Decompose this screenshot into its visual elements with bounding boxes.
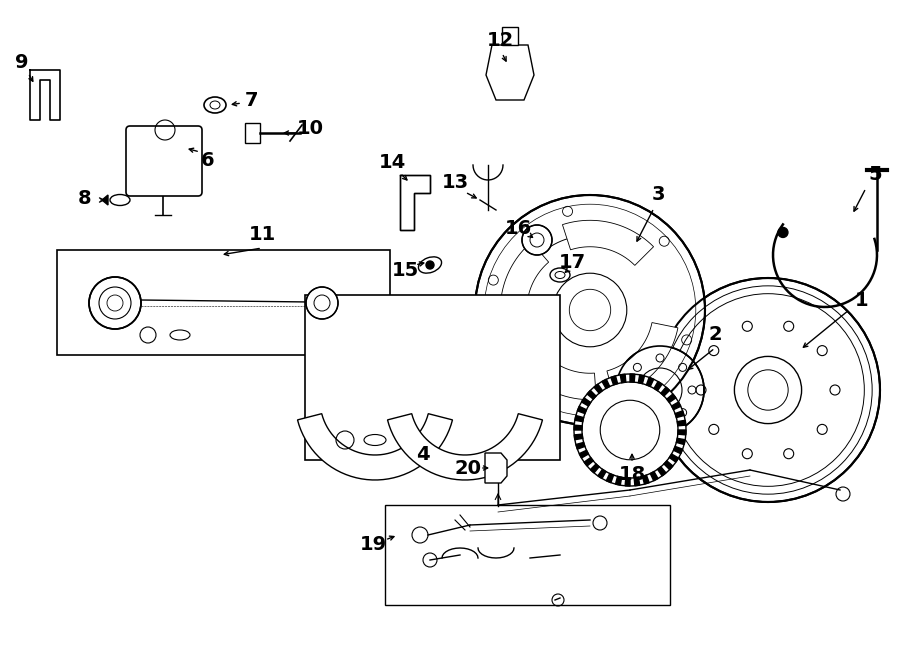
Text: 15: 15 xyxy=(392,260,418,280)
Polygon shape xyxy=(664,461,673,469)
Polygon shape xyxy=(675,411,684,418)
Polygon shape xyxy=(611,376,617,385)
Polygon shape xyxy=(594,384,602,393)
Ellipse shape xyxy=(204,97,226,113)
Ellipse shape xyxy=(210,101,220,109)
Text: 17: 17 xyxy=(558,254,586,272)
Polygon shape xyxy=(678,420,686,426)
Text: 6: 6 xyxy=(202,151,215,169)
Circle shape xyxy=(656,278,880,502)
Polygon shape xyxy=(598,469,606,479)
Polygon shape xyxy=(584,457,593,466)
Polygon shape xyxy=(671,402,680,410)
Text: 10: 10 xyxy=(296,118,323,137)
Polygon shape xyxy=(638,375,644,383)
Bar xyxy=(305,295,560,460)
Polygon shape xyxy=(400,175,430,230)
Polygon shape xyxy=(587,391,596,399)
Polygon shape xyxy=(677,438,685,444)
Polygon shape xyxy=(574,425,582,430)
Polygon shape xyxy=(661,387,670,396)
Polygon shape xyxy=(646,377,653,387)
Circle shape xyxy=(522,225,552,255)
Text: 1: 1 xyxy=(855,290,868,309)
Polygon shape xyxy=(590,464,599,473)
Ellipse shape xyxy=(418,257,442,273)
Polygon shape xyxy=(500,242,549,323)
Polygon shape xyxy=(667,394,676,403)
Polygon shape xyxy=(388,414,543,480)
Polygon shape xyxy=(576,442,585,449)
Polygon shape xyxy=(575,416,583,422)
Circle shape xyxy=(306,287,338,319)
Polygon shape xyxy=(581,398,590,406)
Text: 14: 14 xyxy=(378,153,406,173)
Polygon shape xyxy=(486,45,534,100)
Polygon shape xyxy=(30,70,60,120)
Text: 12: 12 xyxy=(486,30,514,50)
Ellipse shape xyxy=(170,330,190,340)
Text: 4: 4 xyxy=(416,446,430,465)
Ellipse shape xyxy=(550,268,570,282)
Circle shape xyxy=(89,277,141,329)
Polygon shape xyxy=(670,454,679,462)
Circle shape xyxy=(616,346,704,434)
Text: 18: 18 xyxy=(618,465,645,485)
Polygon shape xyxy=(607,323,678,397)
Text: 3: 3 xyxy=(652,186,665,204)
Polygon shape xyxy=(643,475,649,484)
Text: 19: 19 xyxy=(359,535,387,555)
Polygon shape xyxy=(562,220,653,265)
Polygon shape xyxy=(102,195,108,205)
Polygon shape xyxy=(508,337,597,400)
Circle shape xyxy=(426,261,434,269)
Polygon shape xyxy=(620,374,625,383)
Text: 8: 8 xyxy=(78,188,92,208)
Text: 7: 7 xyxy=(245,91,259,110)
Text: 5: 5 xyxy=(868,165,882,184)
Text: 20: 20 xyxy=(454,459,482,477)
Ellipse shape xyxy=(110,194,130,206)
FancyBboxPatch shape xyxy=(126,126,202,196)
Circle shape xyxy=(475,195,705,425)
Text: 13: 13 xyxy=(441,173,469,192)
Polygon shape xyxy=(574,434,582,440)
Bar xyxy=(385,505,670,605)
Polygon shape xyxy=(602,379,609,389)
Polygon shape xyxy=(673,446,682,453)
Polygon shape xyxy=(298,414,453,480)
Polygon shape xyxy=(651,471,658,481)
Polygon shape xyxy=(630,374,634,382)
Circle shape xyxy=(582,382,678,478)
Ellipse shape xyxy=(555,272,565,278)
Polygon shape xyxy=(658,467,666,476)
Text: 11: 11 xyxy=(248,225,275,245)
Polygon shape xyxy=(580,450,589,458)
Polygon shape xyxy=(578,407,587,414)
Polygon shape xyxy=(616,477,622,485)
Polygon shape xyxy=(607,473,614,483)
Polygon shape xyxy=(634,477,640,486)
Bar xyxy=(57,250,390,355)
Text: 2: 2 xyxy=(708,325,722,344)
Text: 16: 16 xyxy=(504,219,532,237)
Circle shape xyxy=(778,227,788,237)
Polygon shape xyxy=(502,27,518,45)
Polygon shape xyxy=(654,381,662,391)
Polygon shape xyxy=(678,430,686,435)
Text: 9: 9 xyxy=(15,52,29,71)
Polygon shape xyxy=(626,478,630,486)
Polygon shape xyxy=(485,453,507,483)
Polygon shape xyxy=(245,123,260,143)
Ellipse shape xyxy=(364,434,386,446)
Circle shape xyxy=(574,374,686,486)
